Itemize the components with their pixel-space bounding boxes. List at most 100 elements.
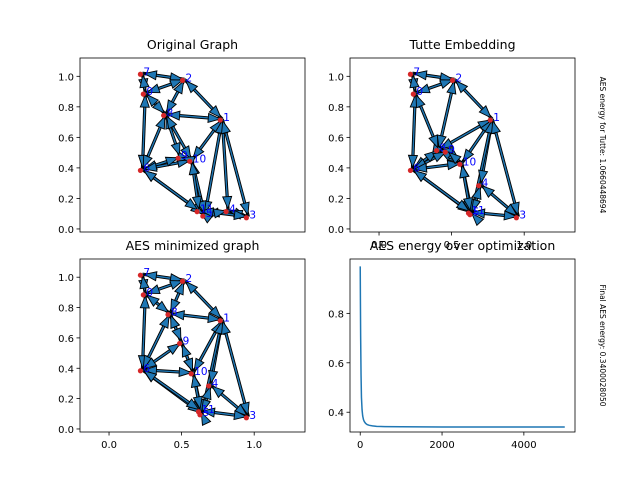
graph-node	[449, 77, 456, 83]
node-label: 3	[249, 410, 256, 422]
edge-arrowhead	[416, 83, 431, 94]
node-label: 6	[413, 162, 420, 174]
y-tick-label: 1.0	[328, 72, 344, 83]
y-tick-label: 0.6	[58, 334, 74, 345]
panel-tutte-embedding: Tutte Embedding 0.0 0.2 0.4 0.6 0.8 1.0 0.0 0.5 1…	[328, 37, 607, 251]
y-tick-label: 0.6	[328, 133, 344, 144]
edge-arrowhead	[439, 79, 454, 90]
edge-arrowhead	[478, 105, 492, 119]
y-tick-label: 0.8	[58, 304, 74, 315]
edge-arrowhead	[412, 169, 428, 183]
node-label: 3	[519, 210, 526, 222]
node-label: 9	[183, 335, 190, 347]
edge-arrowhead	[142, 154, 153, 169]
graph-edge	[221, 319, 250, 418]
edge-arrowhead	[239, 201, 250, 217]
node-label: 10	[193, 153, 206, 165]
y-tick-label: 0.8	[328, 309, 344, 320]
edge-arrowhead	[208, 369, 219, 385]
edge-arrowhead	[192, 395, 203, 411]
y-tick-label: 0.4	[58, 364, 74, 375]
edge-arrowhead	[174, 280, 185, 296]
edge-arrowhead	[143, 370, 158, 383]
edge-arrowhead	[455, 199, 470, 212]
edge-arrowhead	[166, 110, 181, 121]
graph-node	[223, 209, 229, 215]
node-label: 10	[194, 366, 207, 378]
graph-node	[140, 91, 146, 97]
edge-arrowhead	[191, 195, 203, 210]
y-tick-label: 0.0	[328, 225, 344, 236]
graph-node	[137, 71, 144, 77]
y-tick-label: 0.0	[58, 225, 74, 236]
edge-arrowhead	[207, 112, 222, 124]
chart-title: AES minimized graph	[126, 238, 260, 253]
graph-node	[457, 161, 463, 167]
edge-arrowhead	[208, 305, 222, 320]
node-label: 9	[181, 150, 188, 162]
x-tick-label: 1.0	[246, 440, 262, 451]
edge-arrowhead	[170, 141, 181, 157]
edge-arrowhead	[143, 169, 158, 183]
edge-arrowhead	[478, 169, 489, 184]
edge-arrowhead	[201, 385, 212, 401]
y-tick-label: 1.0	[58, 273, 74, 284]
edge-arrowhead	[413, 70, 428, 81]
node-label: 1	[493, 112, 500, 124]
edge-arrowhead	[169, 79, 184, 90]
edge-arrowhead	[481, 185, 495, 198]
node-label: 11	[201, 404, 214, 416]
edge-arrowhead	[446, 80, 457, 95]
x-tick-label: 2000	[429, 440, 454, 451]
graph-node	[200, 213, 206, 219]
x-tick-label: 0	[357, 440, 363, 451]
edge-arrowhead	[180, 145, 192, 160]
edge-arrowhead	[447, 151, 462, 165]
node-label: 8	[171, 307, 178, 319]
edge-arrowhead	[185, 79, 199, 94]
edge-arrowhead	[146, 83, 161, 94]
node-label: 9	[448, 144, 455, 156]
edge-arrowhead	[436, 134, 447, 149]
edge-arrowhead	[185, 280, 199, 295]
node-label: 4	[482, 178, 489, 190]
graph-node	[243, 415, 249, 421]
edge-arrowhead	[173, 80, 185, 95]
panel-original-graph: Original Graph 0.0 0.2 0.4 0.6 0.8 1.0 0 1 2 3 4 5 6 7…	[58, 37, 306, 236]
edge-arrowhead	[139, 93, 150, 108]
node-label: 7	[143, 267, 150, 279]
graph-node	[410, 91, 416, 97]
graph-node	[465, 210, 472, 216]
edge-arrowhead	[503, 210, 518, 221]
graph-node	[137, 272, 144, 278]
edge-arrowhead	[171, 327, 182, 342]
graph-node	[217, 318, 223, 324]
edge-arrowhead	[146, 284, 161, 295]
edge-arrowhead	[166, 115, 178, 130]
edge-arrowhead	[409, 73, 420, 89]
edge-arrowhead	[413, 162, 428, 173]
graph-node	[179, 278, 186, 284]
edge-arrowhead	[192, 145, 205, 160]
edge-arrowhead	[151, 100, 166, 114]
edge-arrowhead	[462, 148, 475, 163]
edge-arrowhead	[208, 105, 222, 119]
node-label: 5	[473, 207, 480, 219]
node-label: 1	[223, 313, 230, 325]
panel-aes-energy-line-chart: AES energy over optimization 0.4 0.6 0.8 0 20…	[328, 238, 607, 451]
edge-arrowhead	[169, 280, 184, 290]
edge-arrowhead	[221, 320, 231, 335]
graph-edge	[221, 119, 229, 211]
graph-node	[140, 292, 146, 298]
panel-aes-minimized-graph: AES minimized graph 0.0 0.2 0.4 0.6 0.8 1.0 0.0…	[58, 238, 306, 451]
edge-arrowhead	[222, 195, 233, 210]
edge-arrowhead	[439, 137, 454, 150]
edge-arrowhead	[143, 161, 158, 172]
edge-arrowhead	[143, 70, 158, 81]
chart-title: Original Graph	[147, 37, 238, 52]
edge-arrowhead	[471, 208, 486, 219]
edge-arrowhead	[211, 385, 226, 399]
edge-arrowhead	[190, 373, 201, 388]
edge-arrowhead	[491, 119, 501, 135]
x-tick-label: 4000	[511, 440, 536, 451]
